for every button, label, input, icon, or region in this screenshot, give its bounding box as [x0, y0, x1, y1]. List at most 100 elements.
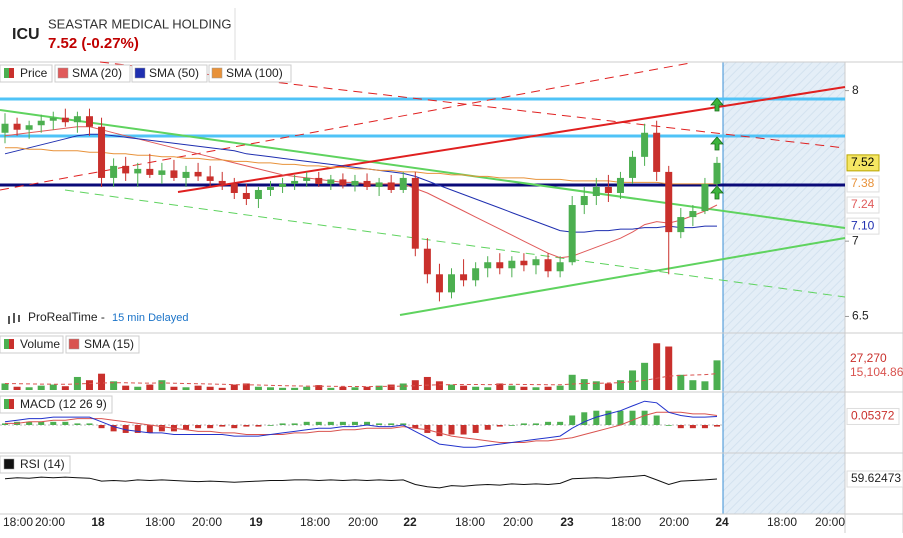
candle-body — [568, 205, 576, 263]
volume-bar — [266, 387, 274, 390]
candle-body — [520, 260, 528, 266]
candle-body — [484, 262, 492, 269]
macd-bar — [339, 421, 346, 425]
macd-bar — [98, 425, 105, 429]
macd-bar — [376, 423, 383, 425]
candle-body — [641, 132, 649, 157]
candle-body — [496, 262, 504, 269]
legend-item — [0, 395, 113, 414]
candle-body — [25, 125, 33, 130]
macd-bar — [364, 421, 371, 425]
volume-bar — [423, 376, 431, 390]
value-label: 7.38 — [851, 176, 875, 190]
macd-bar — [641, 410, 648, 425]
macd-bar — [86, 423, 93, 425]
candle-body — [327, 179, 335, 184]
x-tick-label: 24 — [715, 515, 729, 529]
candle-body — [701, 183, 709, 212]
volume-bar — [170, 386, 178, 390]
candle-body — [508, 260, 516, 269]
volume-bar — [496, 383, 504, 390]
volume-bar — [689, 380, 697, 390]
candle-body — [279, 183, 287, 187]
candle-body — [61, 117, 69, 123]
macd-bar — [2, 423, 8, 425]
candle-body — [110, 165, 118, 178]
candle-body — [13, 123, 21, 130]
volume-bar — [363, 386, 371, 390]
candle-body — [604, 186, 612, 193]
legend-item — [131, 64, 208, 83]
value-label: 7.10 — [851, 218, 875, 232]
volume-bar — [134, 386, 142, 390]
macd-bar — [436, 425, 443, 437]
volume-bar — [665, 346, 673, 390]
legend-swatch — [4, 68, 9, 78]
candle-body — [291, 180, 299, 184]
candle-body — [339, 179, 347, 186]
legend-swatch — [9, 339, 14, 349]
macd-bar — [557, 421, 564, 425]
macd-bar — [243, 425, 250, 427]
macd-bar — [158, 425, 165, 432]
value-box — [846, 196, 880, 214]
candle-body — [1, 123, 9, 133]
volume-bar — [460, 385, 468, 390]
x-tick-label: 18:00 — [455, 515, 485, 529]
candle-body — [448, 274, 456, 293]
candle-body — [266, 186, 274, 190]
macd-bar — [677, 425, 684, 429]
volume-bar — [61, 386, 69, 390]
legend-swatch — [57, 67, 69, 79]
macd-bar — [701, 425, 708, 429]
candle-body — [158, 170, 166, 175]
macd-bar — [665, 425, 672, 426]
macd-bar — [207, 425, 214, 429]
macd-bar — [183, 425, 190, 430]
macd-bar — [545, 421, 552, 425]
volume-bar — [641, 362, 649, 390]
volume-bar — [146, 384, 154, 390]
legend-label: SMA (20) — [72, 66, 122, 80]
legend-item — [208, 64, 292, 83]
candle-body — [146, 168, 154, 175]
macd-line — [4, 400, 718, 448]
macd-bar — [653, 415, 660, 425]
macd-bar — [605, 410, 612, 425]
candle-body — [532, 259, 540, 266]
candle-body — [254, 189, 262, 200]
volume-bar — [580, 379, 588, 390]
value-box — [846, 154, 880, 172]
x-tick-label: 18:00 — [300, 515, 330, 529]
candle-body — [122, 165, 130, 174]
volume-bar — [616, 380, 624, 390]
candle-body — [182, 171, 190, 178]
value-label: 15,104.86 — [850, 365, 903, 379]
x-tick-label: 18:00 — [767, 515, 797, 529]
volume-bar — [182, 387, 190, 390]
macd-bar — [351, 421, 358, 425]
legend-item — [54, 64, 131, 83]
macd-bar — [472, 425, 479, 433]
legend-swatch — [9, 399, 14, 409]
candle-body — [629, 156, 637, 178]
value-box — [846, 407, 900, 425]
macd-bar — [593, 410, 600, 425]
volume-bar — [122, 385, 130, 390]
volume-bar — [472, 386, 480, 390]
macd-bar — [303, 421, 310, 425]
y-tick-label: 8 — [852, 83, 859, 97]
signal-line — [5, 411, 718, 443]
candle-body — [375, 182, 383, 187]
candle-body — [592, 186, 600, 196]
sma-line — [5, 147, 717, 185]
macd-bar — [134, 425, 141, 433]
value-label: 27,270 — [850, 351, 887, 365]
volume-bar — [604, 383, 612, 390]
macd-bar — [581, 412, 588, 425]
future-area — [723, 62, 845, 514]
macd-bar — [424, 425, 431, 433]
x-tick-label: 19 — [249, 515, 263, 529]
legend-swatch — [4, 339, 9, 349]
volume-bar — [315, 385, 323, 390]
